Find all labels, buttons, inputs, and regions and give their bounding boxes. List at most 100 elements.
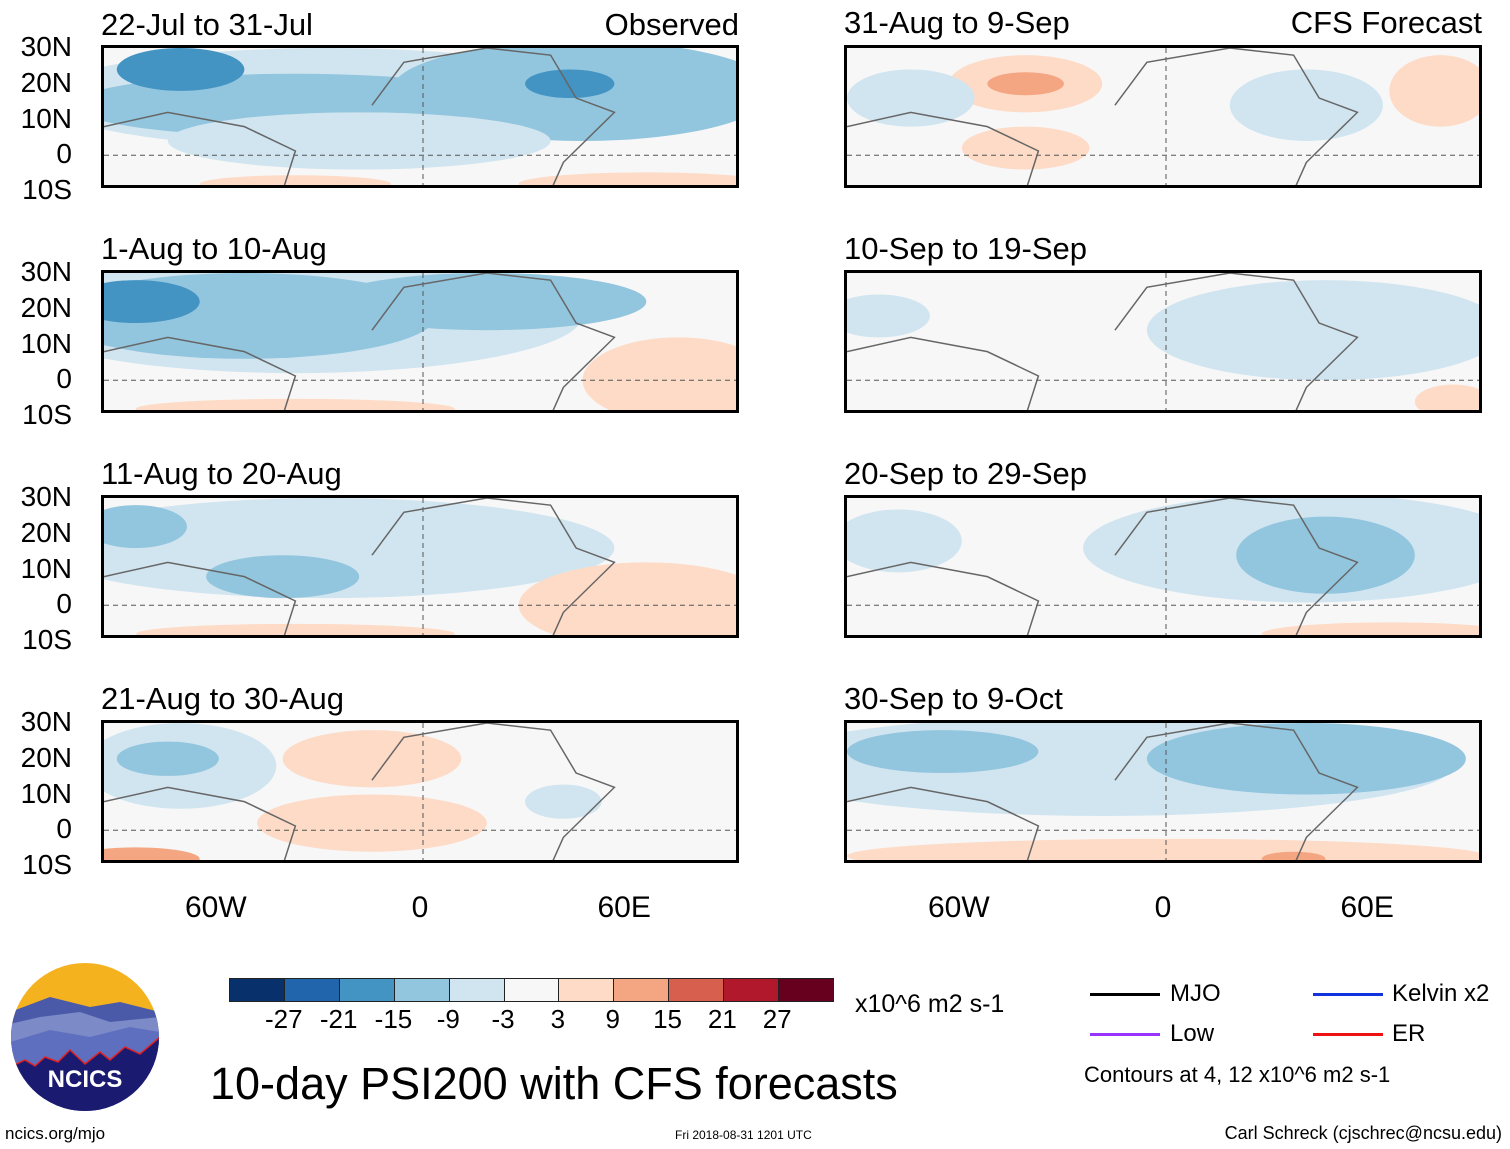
anomaly-region — [847, 294, 930, 338]
coastline — [847, 561, 1040, 635]
colorbar-tick-label: -21 — [319, 1004, 358, 1034]
anomaly-region — [1146, 280, 1479, 381]
y-tick-label: 0 — [56, 588, 72, 620]
coastline — [1114, 48, 1359, 185]
anomaly-region — [1146, 723, 1466, 795]
legend-label-kelvin: Kelvin x2 — [1392, 980, 1490, 1007]
colorbar-tick-label: -27 — [265, 1004, 303, 1034]
y-tick-label: 30N — [20, 256, 72, 287]
panel-title: 21-Aug to 30-Aug — [101, 681, 345, 716]
y-tick-label: 10S — [22, 849, 72, 880]
y-tick-label: 0 — [56, 138, 72, 170]
legend-label-er: ER — [1392, 1020, 1426, 1047]
anomaly-map — [101, 495, 739, 638]
anomaly-region — [847, 509, 962, 573]
y-tick-label: 30N — [20, 706, 72, 737]
y-tick-label: 10S — [22, 399, 72, 430]
colorbar-tick-label: 27 — [762, 1004, 792, 1034]
y-tick-label: 30N — [20, 31, 72, 62]
anomaly-region — [257, 794, 487, 852]
colorbar-tick-label: 15 — [653, 1004, 682, 1034]
main-title: 10-day PSI200 with CFS forecasts — [210, 1058, 898, 1109]
anomaly-region — [847, 730, 1039, 774]
anomaly-region — [1261, 622, 1479, 635]
anomaly-region — [987, 72, 1064, 96]
colorbar-tick-label: 9 — [605, 1004, 620, 1034]
coastline — [104, 786, 297, 860]
y-tick-label: 0 — [56, 363, 72, 395]
author-credit: Carl Schreck (cjschrec@ncsu.edu) — [1224, 1123, 1502, 1143]
y-tick-label: 10N — [20, 777, 72, 809]
panel-title: 11-Aug to 20-Aug — [101, 456, 342, 491]
x-tick-label: 0 — [411, 891, 429, 924]
colorbar-tick-label: -15 — [374, 1004, 413, 1034]
x-tick-label: 60E — [1340, 891, 1394, 924]
anomaly-region — [282, 730, 462, 788]
colorbar-cell — [284, 979, 340, 1001]
anomaly-region — [116, 48, 245, 91]
coastline — [371, 723, 616, 860]
coastline — [1114, 723, 1359, 860]
colorbar-cell — [449, 979, 505, 1001]
anomaly-region — [104, 505, 187, 549]
anomaly-map — [844, 270, 1482, 413]
panel-tag: CFS Forecast — [1290, 5, 1482, 40]
colorbar-cell — [779, 979, 833, 1001]
y-tick-label: 10N — [20, 102, 72, 134]
anomaly-map — [844, 495, 1482, 638]
panel-tag: Observed — [604, 7, 739, 42]
y-tick-label: 10N — [20, 327, 72, 359]
colorbar-tick-label: 21 — [707, 1004, 737, 1034]
anomaly-region — [525, 69, 615, 99]
y-tick-label: 20N — [20, 291, 72, 323]
coastline — [371, 273, 616, 410]
anomaly-map — [101, 45, 739, 188]
anomaly-region — [847, 69, 975, 127]
x-tick-label: 60W — [927, 891, 990, 924]
legend-line-mjo — [1090, 993, 1160, 996]
coastline — [104, 561, 297, 635]
anomaly-region — [582, 337, 736, 410]
anomaly-region — [104, 847, 200, 860]
y-tick-label: 0 — [56, 813, 72, 845]
y-tick-label: 10S — [22, 174, 72, 205]
coastline — [371, 498, 616, 635]
colorbar-cell — [504, 979, 560, 1001]
coastline — [847, 111, 1040, 185]
coastline — [104, 336, 297, 410]
x-tick-label: 0 — [1154, 891, 1172, 924]
colorbar-cell — [669, 979, 725, 1001]
colorbar-cell — [339, 979, 395, 1001]
coastline — [1114, 498, 1359, 635]
colorbar-cell — [394, 979, 450, 1001]
y-tick-label: 10N — [20, 552, 72, 584]
panel-title: 31-Aug to 9-Sep — [844, 5, 1070, 40]
anomaly-region — [1229, 69, 1383, 141]
coastline — [847, 336, 1040, 410]
x-tick-label: 60E — [597, 891, 651, 924]
legend-label-low: Low — [1170, 1020, 1215, 1047]
anomaly-region — [199, 175, 392, 185]
legend-line-er — [1313, 1033, 1383, 1036]
anomaly-region — [518, 562, 736, 635]
legend-line-kelvin — [1313, 993, 1383, 996]
anomaly-region — [1389, 55, 1479, 127]
anomaly-region — [518, 172, 736, 185]
anomaly-region — [1236, 516, 1415, 594]
anomaly-map — [844, 720, 1482, 863]
anomaly-region — [847, 838, 1479, 860]
anomaly-region — [135, 398, 455, 410]
legend-label-mjo: MJO — [1170, 980, 1221, 1007]
panel-title: 30-Sep to 9-Oct — [844, 681, 1063, 716]
panel-title: 22-Jul to 31-Jul — [101, 7, 313, 42]
contours-note: Contours at 4, 12 x10^6 m2 s-1 — [1084, 1062, 1391, 1087]
colorbar-cell — [724, 979, 780, 1001]
y-tick-label: 20N — [20, 66, 72, 98]
colorbar — [229, 978, 834, 1002]
anomaly-region — [206, 555, 360, 599]
colorbar-tick-label: -3 — [491, 1004, 515, 1034]
colorbar-cell — [614, 979, 670, 1001]
colorbar-cell — [559, 979, 615, 1001]
y-tick-label: 20N — [20, 741, 72, 773]
anomaly-region — [525, 784, 602, 819]
